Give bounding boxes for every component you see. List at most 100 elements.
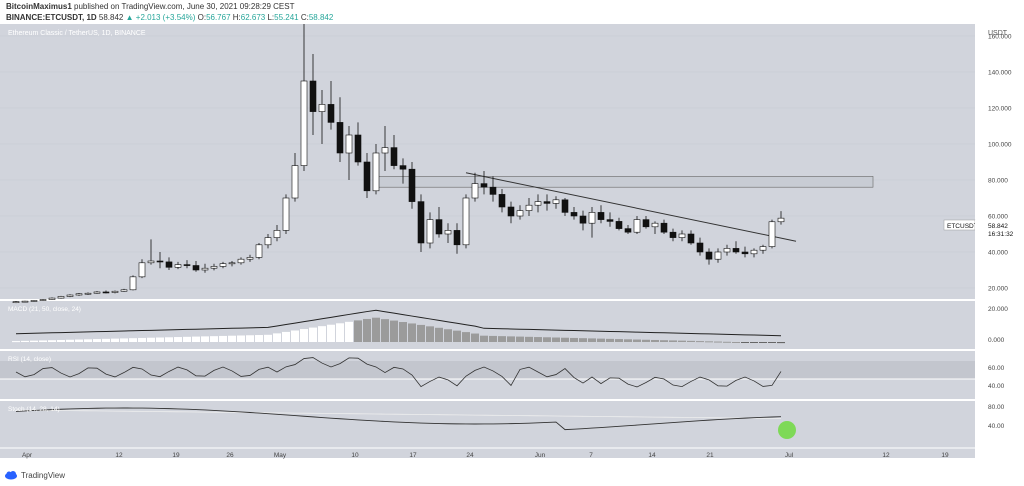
time-tick-label: Apr (22, 452, 33, 459)
macd-bar (624, 339, 632, 342)
time-tick-label: 14 (648, 452, 656, 459)
macd-bar (777, 342, 785, 344)
candle (768, 219, 776, 249)
indicator-label: MACD (21, 50, close, 24) (8, 306, 81, 313)
candle (39, 298, 47, 301)
candle (453, 223, 461, 254)
candle (174, 261, 182, 270)
candle (390, 135, 398, 170)
time-tick-label: 10 (351, 452, 359, 459)
macd-bar (570, 337, 578, 342)
macd-bar (516, 336, 524, 342)
macd-bar (75, 339, 83, 342)
author-name[interactable]: BitcoinMaximus1 (6, 2, 72, 11)
macd-bar (183, 336, 191, 342)
macd-bar (93, 339, 101, 342)
close-value: 58.842 (308, 13, 334, 22)
candle (120, 288, 128, 292)
candle (534, 194, 542, 213)
resistance-zone (375, 176, 874, 188)
candle (372, 144, 380, 195)
tradingview-logo[interactable]: TradingView (4, 471, 65, 480)
candle (282, 194, 290, 234)
candle (102, 290, 110, 294)
macd-bar (228, 335, 236, 342)
candle (687, 230, 695, 245)
last-price-value: 58.842 (988, 223, 1008, 230)
candle (723, 244, 731, 256)
descending-trendline (465, 172, 797, 242)
candle (705, 248, 713, 265)
indicator-tick-label: 60.00 (988, 365, 1005, 372)
candle (219, 261, 227, 269)
macd-bar (282, 331, 290, 342)
price-tick-label: 40.000 (988, 250, 1008, 257)
candle (192, 261, 200, 272)
price-tick-label: 80.000 (988, 178, 1008, 185)
macd-bar (354, 320, 362, 342)
macd-bar (714, 341, 722, 343)
macd-bar (192, 336, 200, 342)
indicator-tick-label: 80.00 (988, 404, 1005, 411)
macd-bar (426, 326, 434, 342)
macd-bar (435, 327, 443, 342)
macd-bar (606, 338, 614, 342)
macd-bar (21, 340, 29, 342)
time-tick-label: 17 (409, 452, 417, 459)
candle (750, 248, 758, 258)
candle (156, 252, 164, 269)
tradingview-brand: TradingView (21, 471, 66, 480)
macd-bar (327, 324, 335, 342)
macd-bar (246, 335, 254, 342)
macd-bar (345, 321, 353, 342)
candle (462, 194, 470, 249)
time-tick-label: 19 (941, 452, 949, 459)
time-tick-label: 21 (706, 452, 714, 459)
indicator-labels: MACD (21, 50, close, 24) RSI (14, close) S… (8, 306, 81, 413)
stoch-k-line (15, 407, 782, 431)
macd-bar (498, 336, 506, 342)
candle (363, 153, 371, 198)
macd-bar (363, 318, 371, 342)
candle (417, 194, 425, 252)
candle (678, 230, 686, 242)
indicator-ticks: 20.000 0.000 60.00 40.00 80.00 40.00 (988, 306, 1008, 430)
macd-bar (453, 330, 461, 342)
candle (84, 292, 92, 295)
macd-bar (489, 335, 497, 342)
l-label: L: (267, 13, 275, 22)
indicator-label: Stoch (14, 28, 14) (8, 406, 60, 413)
low-value: 55.241 (274, 13, 299, 22)
macd-bar (579, 338, 587, 342)
macd-bar (561, 337, 569, 342)
macd-bar (417, 324, 425, 342)
macd-bar (111, 338, 119, 342)
macd-bar (309, 327, 317, 342)
currency-label: USDT (988, 30, 1008, 37)
macd-bar (237, 335, 245, 342)
stoch-d-line (15, 409, 782, 419)
candle (228, 261, 236, 267)
candle (345, 126, 353, 180)
candle (300, 24, 308, 171)
time-tick-label: 12 (115, 452, 123, 459)
macd-bar (138, 337, 146, 342)
price-chart[interactable]: 160.000140.000120.000100.00080.00060.000… (0, 24, 1024, 470)
candle (336, 97, 344, 162)
time-tick-label: 7 (589, 452, 593, 459)
macd-bar (255, 335, 263, 342)
macd-bar (669, 340, 677, 342)
candle (561, 198, 569, 216)
candle (669, 228, 677, 242)
candle (408, 162, 416, 209)
macd-bar (147, 337, 155, 342)
indicator-tick-label: 40.00 (988, 383, 1005, 390)
macd-bar (48, 340, 56, 342)
candle (183, 260, 191, 269)
candle (309, 54, 317, 135)
candle (273, 225, 281, 242)
countdown: 16:31:32 (988, 231, 1014, 238)
candle (129, 275, 137, 291)
macd-bar (741, 342, 749, 343)
candle (165, 257, 173, 270)
